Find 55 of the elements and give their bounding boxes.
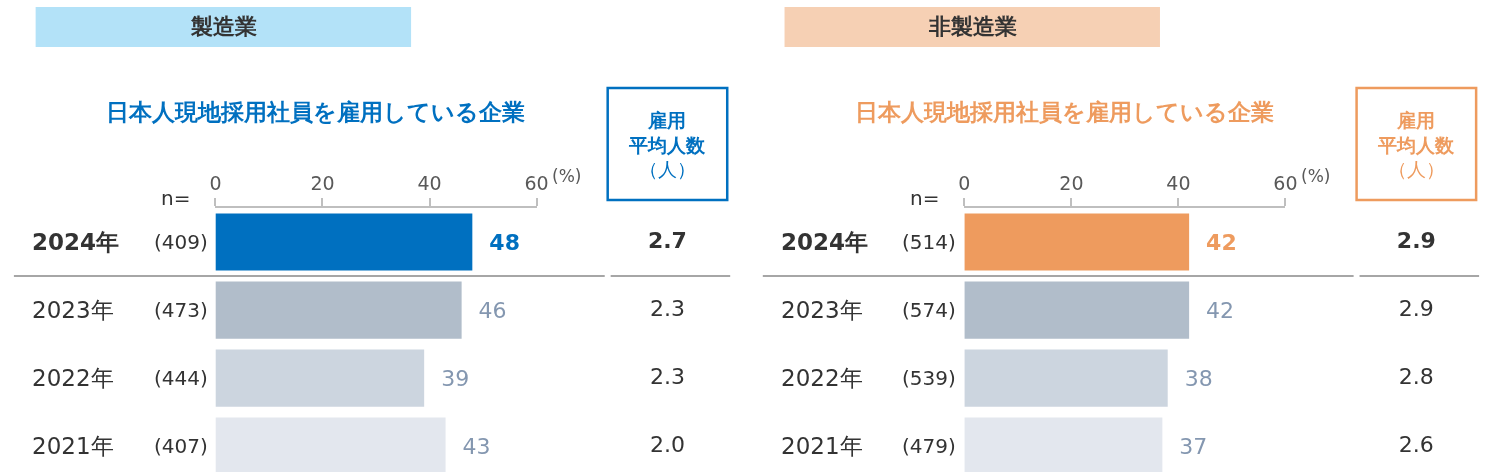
data-label: 2.7 [647, 227, 687, 253]
x-tick-label: 20 [310, 172, 335, 195]
x-tick-label: 20 [1059, 172, 1084, 195]
x-tick-label: 40 [1166, 172, 1191, 195]
data-label: 2.3 [649, 363, 685, 389]
text: (444) [154, 366, 208, 390]
chart-subtitle: 日本人現地採用社員を雇用している企業 [106, 99, 525, 125]
y-tick-label: 2024年 [32, 229, 120, 255]
data-label: 46 [464, 297, 507, 323]
text: (407) [154, 434, 208, 458]
data-label: 42 [1192, 297, 1235, 323]
text: （人） [1387, 158, 1445, 181]
text: 雇用平均人数 [1377, 109, 1455, 156]
bar [215, 349, 425, 407]
y-tick-label: 2022年 [781, 365, 863, 391]
text: (514) [902, 230, 956, 254]
chart-title: 製造業 [190, 14, 257, 39]
x-tick-label: 60 [524, 172, 549, 195]
x-tick-label: 60 [1273, 172, 1298, 195]
data-label: 2.3 [649, 295, 685, 321]
text: (479) [902, 434, 956, 458]
y-tick-label: 2021年 [32, 433, 114, 459]
y-tick-label: 2022年 [32, 365, 114, 391]
data-label: 38 [1170, 365, 1213, 391]
x-axis-title: (%) [552, 166, 582, 186]
x-tick-label: 0 [209, 172, 222, 195]
data-label: 37 [1165, 433, 1208, 459]
text: 雇用平均人数 [628, 109, 706, 156]
y-tick-label: 2023年 [32, 297, 114, 323]
y-tick-label: 2021年 [781, 433, 863, 459]
text: (539) [902, 366, 956, 390]
data-label: 2.8 [1398, 363, 1434, 389]
y-tick-label: 2023年 [781, 297, 863, 323]
data-label: 43 [448, 433, 491, 459]
data-label: 2.9 [1396, 227, 1436, 253]
text: n= [910, 186, 940, 210]
bar [215, 213, 473, 271]
text: n= [161, 186, 191, 210]
y-tick-label: 2024年 [781, 229, 869, 255]
data-label: 42 [1206, 229, 1237, 255]
chart-subtitle: 日本人現地採用社員を雇用している企業 [855, 99, 1274, 125]
data-label: 2.0 [649, 431, 685, 457]
text: (473) [154, 298, 208, 322]
text: (574) [902, 298, 956, 322]
data-label: 48 [489, 229, 520, 255]
x-axis-title: (%) [1301, 166, 1331, 186]
data-label: 2.9 [1398, 295, 1434, 321]
text: （人） [638, 158, 696, 181]
x-tick-label: 40 [417, 172, 442, 195]
x-tick-label: 0 [958, 172, 971, 195]
data-label: 39 [427, 365, 470, 391]
data-label: 2.6 [1398, 431, 1434, 457]
text: (409) [154, 230, 208, 254]
bar [215, 281, 462, 339]
chart-title: 非製造業 [928, 14, 1017, 39]
